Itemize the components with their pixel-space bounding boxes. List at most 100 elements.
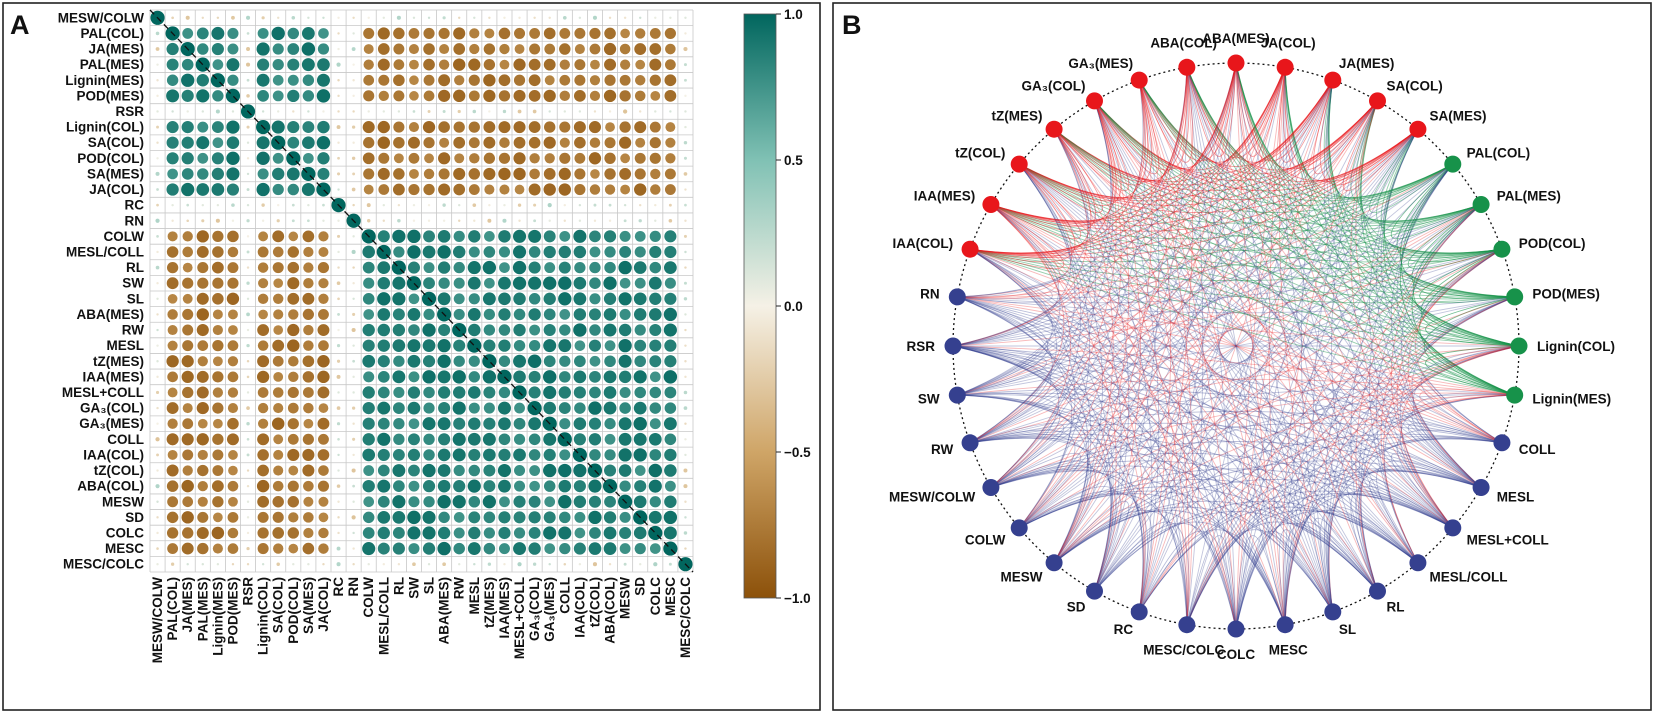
correlation-circle: [483, 136, 496, 149]
network-edge: [969, 248, 1515, 396]
network-edge: [990, 204, 1334, 613]
correlation-circle: [488, 110, 491, 113]
correlation-circle: [438, 74, 451, 87]
network-edge: [957, 296, 1112, 592]
network-edge: [970, 62, 1237, 254]
network-edge: [1235, 530, 1334, 630]
correlation-circle: [589, 43, 601, 55]
correlation-circle: [273, 543, 284, 554]
network-edge: [1053, 500, 1130, 592]
network-edge: [1235, 62, 1419, 564]
correlation-circle: [362, 323, 375, 337]
correlation-circle: [618, 417, 632, 431]
correlation-circle: [211, 480, 224, 493]
correlation-circle: [337, 32, 340, 35]
correlation-circle: [442, 219, 446, 222]
correlation-circle: [529, 28, 541, 39]
correlation-circle: [182, 465, 193, 476]
correlation-circle: [352, 16, 355, 20]
correlation-circle: [156, 453, 159, 457]
heatmap-column-label: IAA(MES): [497, 577, 512, 639]
correlation-circle: [453, 183, 466, 196]
heatmap-row-label: MESL/COLL: [66, 244, 144, 259]
network-edge: [1018, 62, 1237, 198]
correlation-circle: [498, 355, 511, 367]
network-edge: [1053, 296, 1515, 564]
correlation-circle: [498, 324, 511, 336]
correlation-circle: [498, 121, 511, 134]
correlation-circle: [487, 562, 492, 566]
correlation-circle: [453, 480, 466, 493]
correlation-circle: [197, 340, 209, 351]
correlation-circle: [588, 339, 602, 352]
network-node: [1086, 582, 1103, 600]
correlation-circle: [272, 480, 284, 492]
network-edge: [1235, 62, 1515, 298]
correlation-circle: [257, 355, 270, 368]
correlation-circle: [272, 58, 284, 71]
correlation-circle: [197, 43, 209, 55]
heatmap-column-label: tZ(MES): [482, 577, 497, 628]
network-node: [1369, 92, 1386, 110]
network-edge: [1235, 248, 1503, 630]
network-edge: [1018, 468, 1454, 529]
correlation-circle: [246, 188, 250, 191]
correlation-circle: [246, 47, 251, 52]
correlation-circle: [453, 167, 466, 180]
correlation-circle: [156, 188, 159, 191]
correlation-circle: [257, 511, 269, 523]
correlation-circle: [588, 433, 602, 446]
network-edge: [990, 204, 1482, 488]
correlation-circle: [604, 152, 616, 164]
correlation-circle: [513, 433, 526, 445]
correlation-circle: [302, 387, 314, 398]
network-edge: [990, 204, 1482, 488]
correlation-circle: [604, 74, 616, 86]
correlation-circle: [181, 433, 194, 446]
correlation-circle: [186, 562, 189, 566]
correlation-circle: [442, 16, 446, 20]
correlation-circle: [533, 219, 537, 223]
network-nodes: [944, 54, 1528, 638]
correlation-circle: [352, 500, 355, 503]
correlation-circle: [227, 230, 239, 243]
correlation-circle: [483, 43, 496, 55]
correlation-circle: [246, 516, 250, 519]
correlation-circle: [246, 219, 250, 223]
heatmap-column-label: POD(COL): [286, 577, 301, 644]
network-edge: [969, 248, 1237, 630]
correlation-circle: [468, 448, 481, 462]
network-edge: [1053, 128, 1515, 396]
correlation-circle: [363, 184, 374, 195]
correlation-circle: [544, 153, 555, 164]
correlation-circle: [649, 230, 661, 242]
correlation-circle: [619, 246, 632, 258]
correlation-circle: [592, 562, 597, 567]
correlation-circle: [318, 308, 329, 320]
network-node: [948, 288, 966, 306]
network-edge: [990, 62, 1237, 488]
network-edge: [1018, 100, 1122, 529]
network-edge: [1018, 163, 1122, 592]
correlation-circle: [156, 531, 159, 535]
correlation-circle: [578, 203, 582, 207]
correlation-circle: [543, 58, 556, 71]
network-edge: [990, 163, 1454, 240]
correlation-circle: [273, 325, 284, 335]
correlation-circle: [257, 495, 270, 508]
correlation-circle: [287, 27, 300, 40]
correlation-circle: [469, 43, 480, 55]
heatmap-row-label: PAL(MES): [80, 57, 144, 72]
network-edge: [1186, 438, 1502, 625]
network-edge: [1284, 67, 1419, 564]
correlation-circle: [573, 89, 586, 102]
correlation-circle: [228, 465, 238, 476]
correlation-circle: [453, 121, 465, 133]
network-edge: [1407, 248, 1503, 488]
network-edge: [957, 296, 1520, 347]
heatmap-row-label: tZ(MES): [93, 354, 144, 369]
correlation-circle: [317, 355, 330, 368]
network-edge: [1018, 79, 1334, 202]
correlation-circle: [393, 153, 404, 164]
correlation-circle: [498, 339, 511, 352]
